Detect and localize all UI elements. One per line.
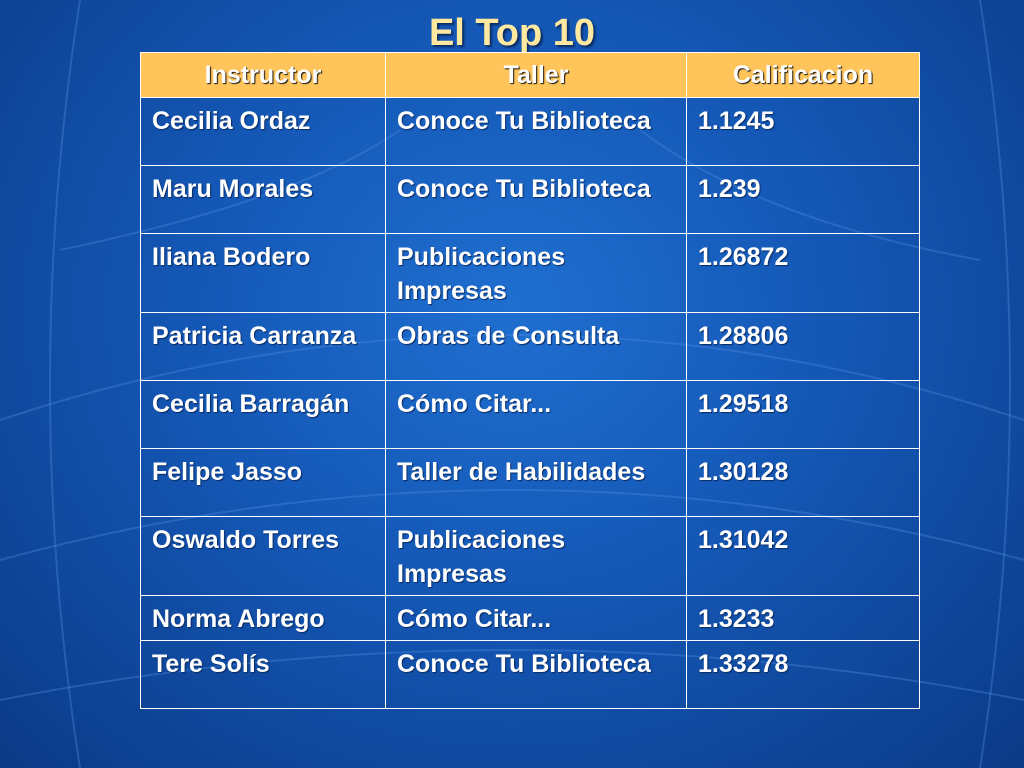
- cell-calificacion: 1.28806: [686, 312, 920, 381]
- slide-title: El Top 10: [428, 12, 596, 54]
- table-row: Felipe Jasso Taller de Habilidades 1.301…: [140, 448, 920, 517]
- cell-calificacion: 1.3233: [686, 595, 920, 641]
- cell-taller: Publicaciones Impresas: [385, 233, 687, 313]
- cell-taller: Conoce Tu Biblioteca: [385, 97, 687, 166]
- cell-taller: Conoce Tu Biblioteca: [385, 165, 687, 234]
- table-row: Tere Solís Conoce Tu Biblioteca 1.33278: [140, 640, 920, 709]
- cell-instructor: Cecilia Barragán: [140, 380, 386, 449]
- cell-calificacion: 1.31042: [686, 516, 920, 596]
- cell-instructor: Tere Solís: [140, 640, 386, 709]
- cell-instructor: Cecilia Ordaz: [140, 97, 386, 166]
- table-header-row: Instructor Taller Calificacion: [140, 52, 920, 98]
- cell-instructor: Oswaldo Torres: [140, 516, 386, 596]
- table-row: Maru Morales Conoce Tu Biblioteca 1.239: [140, 165, 920, 234]
- table-row: Cecilia Ordaz Conoce Tu Biblioteca 1.124…: [140, 97, 920, 166]
- cell-instructor: Iliana Bodero: [140, 233, 386, 313]
- column-header-instructor: Instructor: [140, 52, 386, 98]
- column-header-calificacion: Calificacion: [686, 52, 920, 98]
- table-row: Iliana Bodero Publicaciones Impresas 1.2…: [140, 233, 920, 313]
- cell-calificacion: 1.1245: [686, 97, 920, 166]
- cell-instructor: Felipe Jasso: [140, 448, 386, 517]
- cell-calificacion: 1.26872: [686, 233, 920, 313]
- table-row: Oswaldo Torres Publicaciones Impresas 1.…: [140, 516, 920, 596]
- top-ten-table: Instructor Taller Calificacion Cecilia O…: [140, 52, 920, 709]
- column-header-taller: Taller: [385, 52, 687, 98]
- cell-taller: Cómo Citar...: [385, 380, 687, 449]
- cell-calificacion: 1.29518: [686, 380, 920, 449]
- cell-taller: Publicaciones Impresas: [385, 516, 687, 596]
- table-row: Patricia Carranza Obras de Consulta 1.28…: [140, 312, 920, 381]
- cell-instructor: Patricia Carranza: [140, 312, 386, 381]
- table-row: Norma Abrego Cómo Citar... 1.3233: [140, 595, 920, 641]
- cell-instructor: Maru Morales: [140, 165, 386, 234]
- cell-calificacion: 1.30128: [686, 448, 920, 517]
- cell-taller: Conoce Tu Biblioteca: [385, 640, 687, 709]
- cell-taller: Taller de Habilidades: [385, 448, 687, 517]
- cell-instructor: Norma Abrego: [140, 595, 386, 641]
- cell-taller: Obras de Consulta: [385, 312, 687, 381]
- cell-calificacion: 1.239: [686, 165, 920, 234]
- cell-taller: Cómo Citar...: [385, 595, 687, 641]
- cell-calificacion: 1.33278: [686, 640, 920, 709]
- table-row: Cecilia Barragán Cómo Citar... 1.29518: [140, 380, 920, 449]
